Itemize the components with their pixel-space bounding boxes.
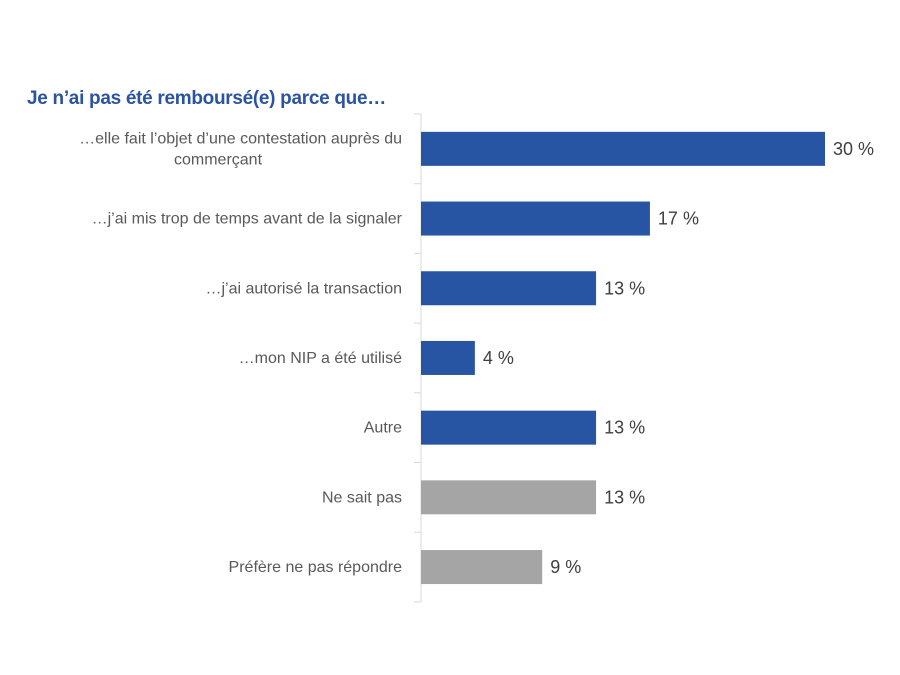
bar [421, 340, 475, 375]
category-label: commerçant [174, 151, 263, 168]
data-label: 17 % [658, 209, 699, 229]
data-label: 13 % [604, 418, 645, 438]
category-label: …j’ai autorisé la transaction [205, 280, 402, 297]
category-label: …mon NIP a été utilisé [239, 350, 402, 367]
category-label: …elle fait l’objet d’une contestation au… [79, 130, 402, 147]
data-label: 4 % [483, 348, 514, 368]
chart-title: Je n’ai pas été remboursé(e) parce que… [27, 88, 386, 109]
data-label: 30 % [833, 139, 874, 159]
bar [421, 410, 597, 445]
category-label: Autre [364, 420, 402, 437]
data-label: 13 % [604, 278, 645, 298]
bar [421, 480, 597, 515]
category-label: Ne sait pas [322, 489, 402, 506]
data-label: 13 % [604, 487, 645, 507]
bar [421, 271, 597, 306]
bar [421, 550, 543, 585]
category-label: …j’ai mis trop de temps avant de la sign… [92, 211, 403, 228]
category-label: Préfère ne pas répondre [229, 559, 403, 576]
bar [421, 131, 825, 166]
bar [421, 201, 650, 236]
data-label: 9 % [550, 557, 581, 577]
